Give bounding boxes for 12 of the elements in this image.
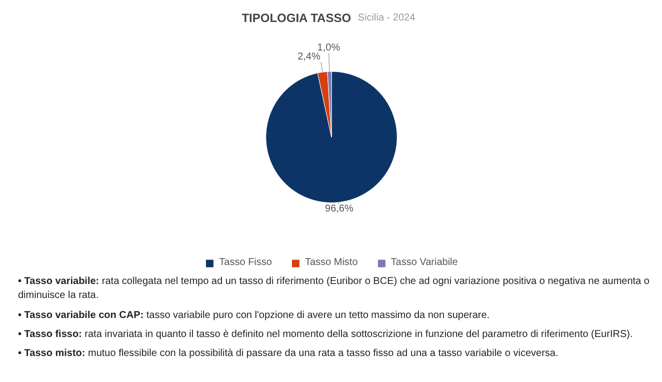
- data-label: 1,0%: [317, 42, 340, 54]
- text: • Tasso variabile con CAP: tasso variabile puro con l'opzione di avere un tetto massimo da non superare.: [18, 308, 491, 323]
- legend-label: Tasso Variabile: [390, 257, 458, 268]
- chart-subtitle: Sicilia - 2024: [358, 12, 416, 24]
- text: • Tasso misto: mutuo flessibile con la possibilità di passare da una rata a tasso fisso ad una a tasso variabile o viceversa.: [18, 347, 560, 362]
- legend-label: Tasso Fisso: [219, 257, 272, 268]
- data-label: 96,6%: [325, 203, 354, 214]
- chart-title: TIPOLOGIA TASSO: [242, 10, 352, 25]
- legend-label: Tasso Misto: [304, 257, 358, 268]
- data-label: 2,4%: [298, 52, 320, 63]
- text: • Tasso variabile: rata collegata nel tempo ad un tasso di riferimento (Euribor o BCE) che ad ogni variazione positiva o negativa ne aumenta o diminuisce la rata.: [18, 275, 650, 304]
- text: • Tasso fisso: rata invariata in quanto il tasso è definito nel momento della sottoscrizione in funzione del parametro di riferimento (EurIRS).: [18, 328, 634, 342]
